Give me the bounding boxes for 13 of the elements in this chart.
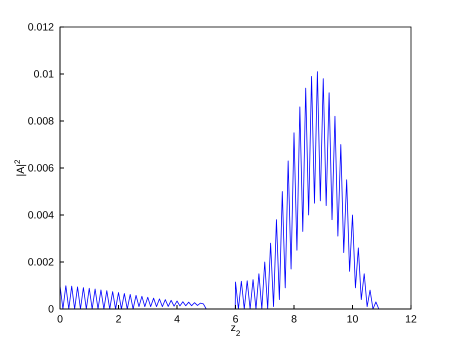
y-tick-label: 0.006 xyxy=(28,162,54,174)
x-tick-label: 0 xyxy=(57,313,64,326)
x-tick-label: 8 xyxy=(291,313,298,326)
y-tick-label: 0.004 xyxy=(28,209,54,222)
x-tick-label: 10 xyxy=(346,313,358,326)
y-tick-label: 0.002 xyxy=(28,256,54,268)
x-tick-label: 12 xyxy=(405,313,417,326)
y-tick-label: 0.01 xyxy=(34,68,54,80)
y-tick-label: 0.008 xyxy=(28,115,54,128)
x-tick-label: 4 xyxy=(174,313,180,326)
y-tick-label: 0.012 xyxy=(28,21,54,34)
y-tick-label: 0 xyxy=(48,303,54,316)
x-tick-label: 2 xyxy=(116,313,122,326)
